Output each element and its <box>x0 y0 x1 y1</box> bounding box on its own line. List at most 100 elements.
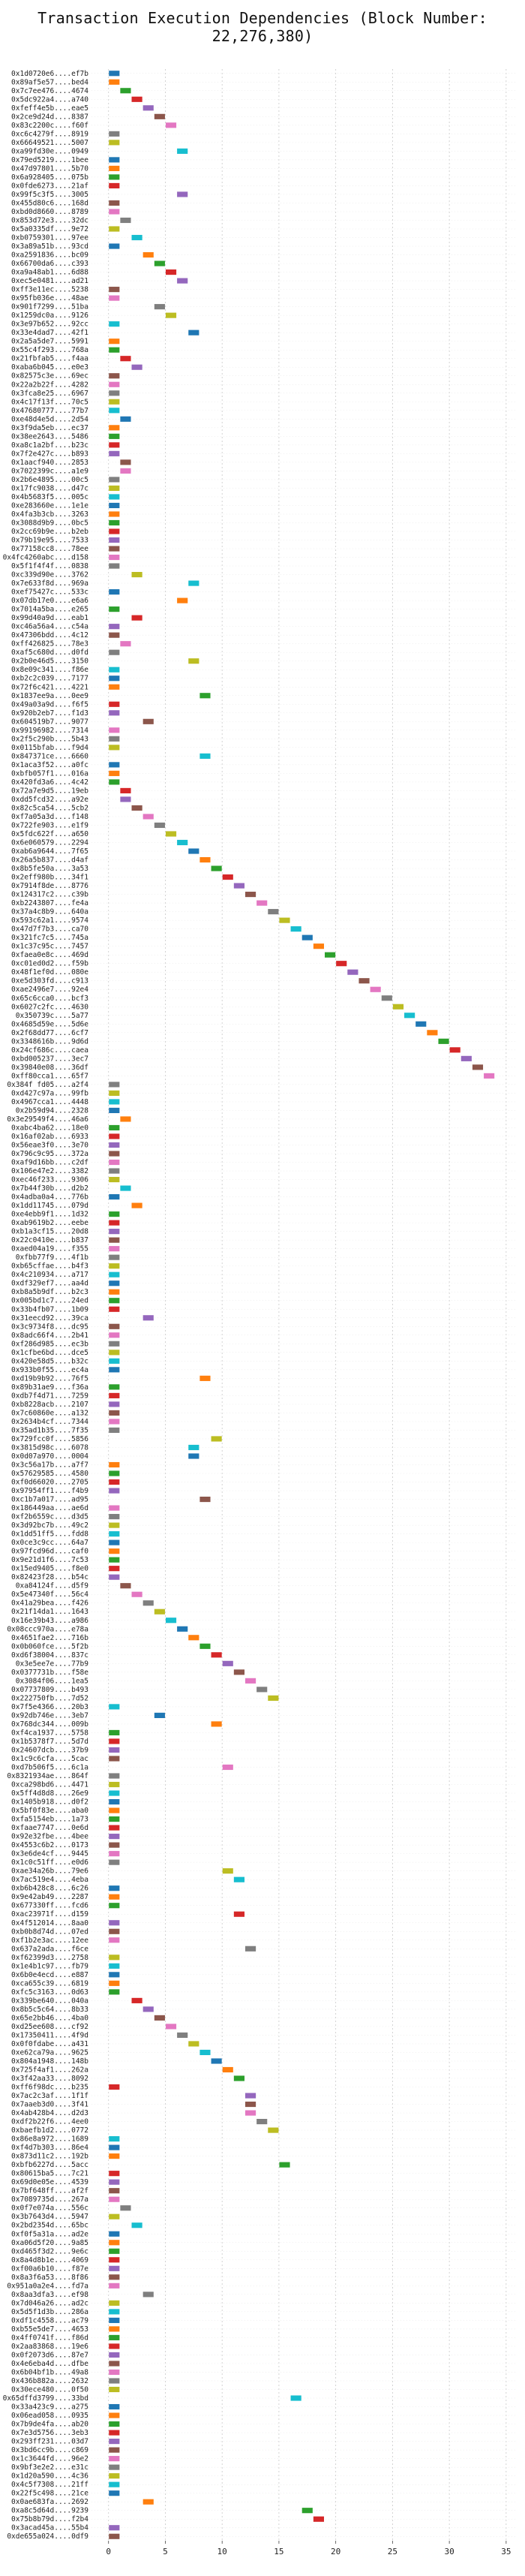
transaction-bar <box>109 174 120 180</box>
transaction-bar <box>109 2412 120 2418</box>
transaction-bar <box>154 1712 165 1718</box>
transaction-label: 0x3c9734f8....dc95 <box>11 1323 88 1331</box>
transaction-bar <box>131 234 142 241</box>
transaction-bar <box>109 1514 120 1520</box>
transaction-label: 0x5dc922a4....a740 <box>11 95 88 104</box>
transaction-label: 0x8e09c341....f86e <box>11 666 88 674</box>
transaction-label: 0xbd0d8660....8789 <box>11 208 88 216</box>
transaction-bar <box>109 339 120 345</box>
transaction-label: 0x33e4dad7....42f1 <box>11 329 88 337</box>
transaction-bar <box>109 2386 120 2393</box>
transaction-label: 0x7914f8de....8776 <box>11 882 88 890</box>
transaction-bar <box>211 865 222 871</box>
transaction-label: 0x2b59d94....2328 <box>16 1106 89 1115</box>
transaction-bar <box>109 736 120 742</box>
transaction-bar <box>109 1142 120 1148</box>
transaction-bar <box>109 1427 120 1434</box>
transaction-label: 0x8b5c5c64....8b33 <box>11 2006 88 2014</box>
transaction-label: 0x65dffd3799....33bd <box>3 2394 88 2403</box>
x-tick-label: 0 <box>106 2547 111 2556</box>
transaction-label: 0xfaea0e8c....469d <box>11 951 88 959</box>
transaction-label: 0xf2b6559c....d3d5 <box>11 1513 88 1521</box>
transaction-label: 0xdd5fcd32....a92e <box>11 796 88 804</box>
transaction-bar <box>256 2119 268 2125</box>
transaction-bar <box>222 1660 233 1666</box>
transaction-bar <box>109 1756 120 1762</box>
transaction-bar <box>131 1202 142 1208</box>
transaction-label: 0x222750fb....7d52 <box>11 1694 88 1702</box>
transaction-bar <box>109 1194 120 1200</box>
transaction-bar <box>109 1825 120 1831</box>
transaction-bar <box>279 917 290 923</box>
transaction-label: 0x7f5e4366....20b3 <box>11 1703 88 1711</box>
transaction-bar <box>109 2421 120 2427</box>
transaction-bar <box>438 1038 449 1044</box>
transaction-bar <box>109 1479 120 1485</box>
transaction-bar <box>109 589 120 595</box>
transaction-label: 0x2f5c290b....5b43 <box>11 735 88 743</box>
transaction-label: 0x47d97801....5b70 <box>11 164 88 173</box>
transaction-bar <box>109 2274 120 2280</box>
transaction-label: 0x06ead058....0935 <box>11 2412 88 2420</box>
transaction-bar <box>244 1946 256 1952</box>
transaction-label: 0x4adba0a4....776b <box>11 1193 88 1202</box>
transaction-bar <box>109 1894 120 1900</box>
transaction-bar <box>109 433 120 439</box>
transaction-bar <box>211 1652 222 1658</box>
transaction-label: 0xaba6b045....e0e3 <box>11 363 88 372</box>
transaction-bar <box>109 1807 120 1813</box>
transaction-bar <box>109 295 120 301</box>
transaction-bar <box>120 787 131 793</box>
transaction-label: 0x593c62a1....9574 <box>11 916 88 925</box>
transaction-label: 0x17fc9038....d47c <box>11 484 88 492</box>
transaction-bar <box>268 2127 279 2133</box>
transaction-label: 0x1d0720e6....ef7b <box>11 70 88 78</box>
transaction-bar <box>109 537 120 543</box>
transaction-bar <box>109 1392 120 1398</box>
transaction-bar <box>177 597 188 603</box>
transaction-bar <box>109 2481 120 2487</box>
transaction-label: 0xef75427c....533c <box>11 588 88 597</box>
transaction-label: 0x4fa3b3cb....3263 <box>11 510 88 519</box>
transaction-bar <box>109 2439 120 2445</box>
transaction-bar <box>142 251 154 258</box>
transaction-bar <box>188 658 200 664</box>
transaction-bar <box>109 1323 120 1329</box>
transaction-bar <box>109 1401 120 1407</box>
transaction-label: 0xff426825....78e3 <box>11 640 88 649</box>
transaction-bar <box>109 140 120 146</box>
transaction-bar <box>109 1332 120 1338</box>
transaction-bar <box>109 2213 120 2219</box>
transaction-bar <box>109 624 120 630</box>
transaction-label: 0x7ac519e4....4eba <box>11 1876 88 1884</box>
transaction-label: 0xf4ca1937....5758 <box>11 1729 88 1737</box>
transaction-bar <box>109 1350 120 1356</box>
transaction-bar <box>290 926 302 932</box>
transaction-bar <box>109 606 120 612</box>
transaction-bar <box>200 1375 211 1381</box>
transaction-bar <box>177 839 188 846</box>
transaction-label: 0x55c4f293....768a <box>11 346 88 354</box>
transaction-label: 0x7ac2c3af....1f1f <box>11 2092 88 2100</box>
transaction-label: 0x0ce3c9cc....64a7 <box>11 1539 88 1547</box>
transaction-label: 0x729fcc0f....5856 <box>11 1435 88 1443</box>
transaction-label: 0x7b9de4fa....ab20 <box>11 2421 88 2429</box>
transaction-label: 0x384f fd05....a2f4 <box>7 1081 88 1089</box>
transaction-bar <box>109 2403 120 2410</box>
transaction-label: 0x5ff4d8d8....26e9 <box>11 1789 88 1798</box>
transaction-label: 0x47680777....77b7 <box>11 407 88 415</box>
transaction-bar <box>109 2231 120 2237</box>
transaction-label: 0x75b8b79d....f2b4 <box>11 2515 88 2523</box>
transaction-bar <box>109 1082 120 1088</box>
transaction-label: 0xaed04a19....f355 <box>11 1245 88 1253</box>
transaction-label: 0x1c0c51ff....e0d6 <box>11 1858 88 1867</box>
transaction-bar <box>109 1963 120 1969</box>
transaction-bar <box>109 2179 120 2185</box>
transaction-label: 0x637a2ada....f6ce <box>11 1945 88 1953</box>
transaction-bar <box>109 2378 120 2384</box>
transaction-label: 0x8a3f6a53....8f86 <box>11 2274 88 2282</box>
transaction-bar <box>109 2153 120 2159</box>
transaction-bar <box>109 1548 120 1554</box>
transaction-label: 0xff6f98dc....b235 <box>11 2084 88 2092</box>
transaction-bar <box>109 1367 120 1373</box>
